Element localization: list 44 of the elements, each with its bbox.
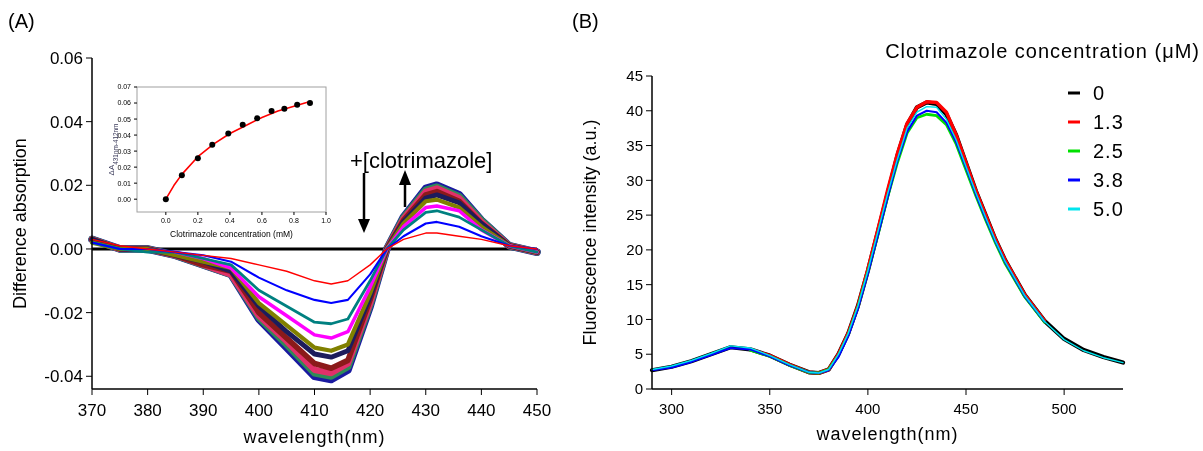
chart-title: (B) — [572, 10, 599, 32]
y-tick-label: 0.00 — [49, 239, 83, 259]
legend-label: 5.0 — [1093, 198, 1124, 220]
x-tick-label: 430 — [411, 401, 440, 420]
annotation: +[clotrimazole] — [350, 148, 493, 173]
x-tick-label: 410 — [300, 401, 329, 420]
y-tick-label: 0 — [634, 380, 643, 398]
x-tick-label: 450 — [953, 400, 979, 417]
x-tick-label: 400 — [244, 401, 274, 420]
chart-title: (A) — [8, 10, 35, 32]
legend-label: 0 — [1093, 82, 1106, 104]
legend-label: 2.5 — [1093, 140, 1124, 162]
x-tick-label: 300 — [659, 400, 685, 417]
y-tick-label: 0.04 — [49, 112, 83, 132]
y-tick-label: 45 — [626, 67, 643, 85]
x-axis-title: Clotrimazole concentration (mM) — [170, 229, 294, 239]
y-tick-label: 0.06 — [49, 48, 83, 68]
x-axis-title: wavelength(nm) — [815, 424, 959, 444]
y-tick-label: 15 — [626, 275, 643, 293]
x-tick-label: 350 — [757, 400, 783, 417]
legend-label: 1.3 — [1093, 111, 1124, 133]
y-tick-label: 35 — [626, 136, 643, 154]
x-tick-label: 440 — [467, 401, 496, 420]
y-tick-label: 40 — [626, 102, 643, 120]
y-tick-label: 0.02 — [49, 176, 83, 196]
y-axis-title: Difference absorption — [10, 138, 30, 309]
x-tick-label: 370 — [77, 401, 107, 420]
legend-label: 3.8 — [1093, 169, 1124, 191]
y-tick-label: -0.04 — [44, 367, 83, 387]
legend-title: Clotrimazole concentration (μM) — [885, 40, 1200, 62]
y-tick-label: 20 — [626, 241, 643, 259]
x-tick-label: 420 — [355, 401, 385, 420]
y-tick-label: 25 — [626, 206, 643, 224]
x-axis-title: wavelength(nm) — [242, 427, 386, 447]
y-tick-label: 30 — [626, 171, 643, 189]
y-tick-label: 5 — [634, 345, 643, 363]
x-tick-label: 380 — [133, 401, 162, 420]
y-axis-title: Fluorescence intensity (a.u.) — [580, 119, 600, 346]
x-tick-label: 450 — [522, 401, 552, 420]
x-tick-label: 390 — [189, 401, 218, 420]
y-tick-label: 10 — [626, 310, 643, 328]
x-tick-label: 400 — [855, 400, 881, 417]
x-tick-label: 500 — [1051, 400, 1077, 417]
y-tick-label: -0.02 — [44, 303, 83, 323]
